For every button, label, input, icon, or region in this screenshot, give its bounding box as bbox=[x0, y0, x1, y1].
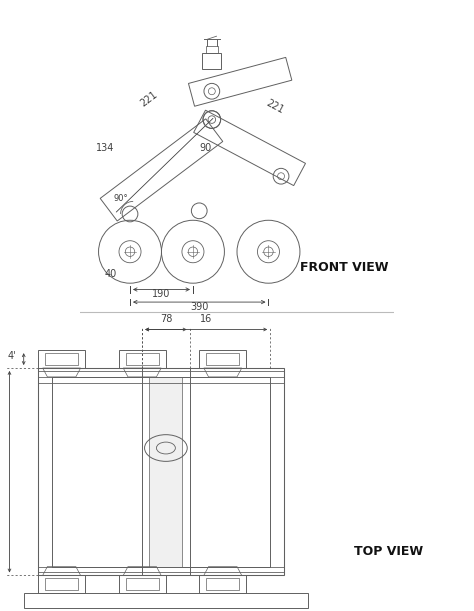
Text: 40: 40 bbox=[105, 269, 117, 279]
Bar bbox=[45, 353, 78, 365]
Bar bbox=[38, 368, 284, 576]
Text: 90: 90 bbox=[200, 143, 212, 153]
Text: FRONT VIEW: FRONT VIEW bbox=[300, 261, 388, 274]
Bar bbox=[118, 350, 166, 368]
Bar bbox=[52, 377, 270, 566]
Text: 221: 221 bbox=[264, 98, 285, 115]
Bar bbox=[45, 579, 78, 590]
Text: 90°: 90° bbox=[113, 194, 128, 203]
Bar bbox=[206, 353, 239, 365]
Text: 78: 78 bbox=[160, 314, 172, 324]
Bar bbox=[206, 579, 239, 590]
Text: 390: 390 bbox=[190, 302, 209, 312]
Text: 16: 16 bbox=[200, 314, 212, 324]
Bar bbox=[126, 353, 159, 365]
Bar bbox=[149, 377, 182, 566]
Text: 190: 190 bbox=[152, 290, 171, 299]
Bar bbox=[199, 350, 246, 368]
Text: TOP VIEW: TOP VIEW bbox=[354, 545, 423, 558]
Bar bbox=[118, 576, 166, 593]
Bar bbox=[126, 579, 159, 590]
Bar bbox=[199, 576, 246, 593]
Bar bbox=[202, 54, 221, 69]
Bar bbox=[24, 593, 308, 608]
Bar bbox=[38, 576, 85, 593]
Bar bbox=[206, 46, 218, 54]
Text: 134: 134 bbox=[96, 143, 114, 153]
Text: 221: 221 bbox=[138, 90, 159, 109]
Bar bbox=[38, 350, 85, 368]
Bar bbox=[142, 368, 190, 576]
Text: 4': 4' bbox=[8, 351, 16, 361]
